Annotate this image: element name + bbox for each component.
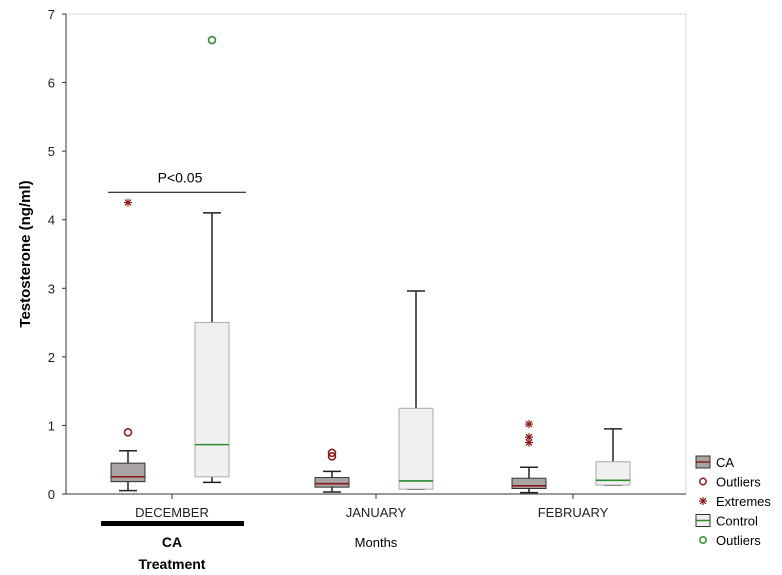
y-tick-label: 0 <box>48 487 55 502</box>
legend-item-ca: CA <box>696 455 734 470</box>
x-axis-label: Months <box>355 535 398 550</box>
y-axis-ticks: 0 1 2 3 4 5 6 7 <box>48 7 66 502</box>
y-tick-label: 3 <box>48 281 55 296</box>
highlight-underline <box>101 521 244 526</box>
box-control-january <box>399 291 433 489</box>
box-ca-february <box>512 420 546 493</box>
legend-swatch-circle <box>700 478 706 484</box>
x-tick-label-february: FEBRUARY <box>538 505 609 520</box>
highlight-label-line-2: Treatment <box>139 556 206 572</box>
highlight-label-line-1: CA <box>162 534 182 550</box>
significance-label: P<0.05 <box>158 169 203 185</box>
y-tick-label: 6 <box>48 76 55 91</box>
legend-label: Extremes <box>716 494 771 509</box>
box-iqr <box>596 462 630 485</box>
legend-item-outliers: Outliers <box>700 475 761 490</box>
y-tick-label: 7 <box>48 7 55 22</box>
box-iqr <box>399 408 433 489</box>
legend-label: Outliers <box>716 475 761 490</box>
y-tick-label: 5 <box>48 144 55 159</box>
box-control-december <box>195 37 229 483</box>
outlier-point <box>209 37 216 44</box>
y-axis-label: Testosterone (ng/ml) <box>17 180 34 327</box>
y-tick-label: 2 <box>48 350 55 365</box>
box-ca-january <box>315 449 349 492</box>
box-iqr <box>512 478 546 488</box>
x-axis-ticks: DECEMBER JANUARY FEBRUARY <box>135 494 608 520</box>
box-series <box>111 37 630 493</box>
legend-label: Outliers <box>716 533 761 548</box>
y-tick-label: 1 <box>48 418 55 433</box>
legend-label: CA <box>716 455 734 470</box>
box-iqr <box>111 463 145 482</box>
legend-item-extremes: Extremes <box>699 494 771 509</box>
extreme-point <box>525 420 533 428</box>
legend-item-outliers: Outliers <box>700 533 761 548</box>
legend-label: Control <box>716 514 758 529</box>
box-iqr <box>315 478 349 488</box>
box-control-february <box>596 429 630 485</box>
extreme-point <box>525 433 533 441</box>
box-iqr <box>195 323 229 477</box>
highlight-annotation: CA Treatment <box>101 521 244 572</box>
legend: CA Outliers Extremes Control Outliers <box>696 455 771 548</box>
legend-item-control: Control <box>696 514 758 529</box>
box-ca-december <box>111 199 145 491</box>
y-tick-label: 4 <box>48 213 55 228</box>
outlier-point <box>125 429 132 436</box>
x-tick-label-january: JANUARY <box>346 505 407 520</box>
significance-annotation: P<0.05 <box>108 169 246 192</box>
legend-swatch-circle <box>700 537 706 543</box>
plot-frame <box>66 14 686 494</box>
extreme-point <box>124 199 132 207</box>
plot-area-border <box>66 14 686 494</box>
x-tick-label-december: DECEMBER <box>135 505 209 520</box>
